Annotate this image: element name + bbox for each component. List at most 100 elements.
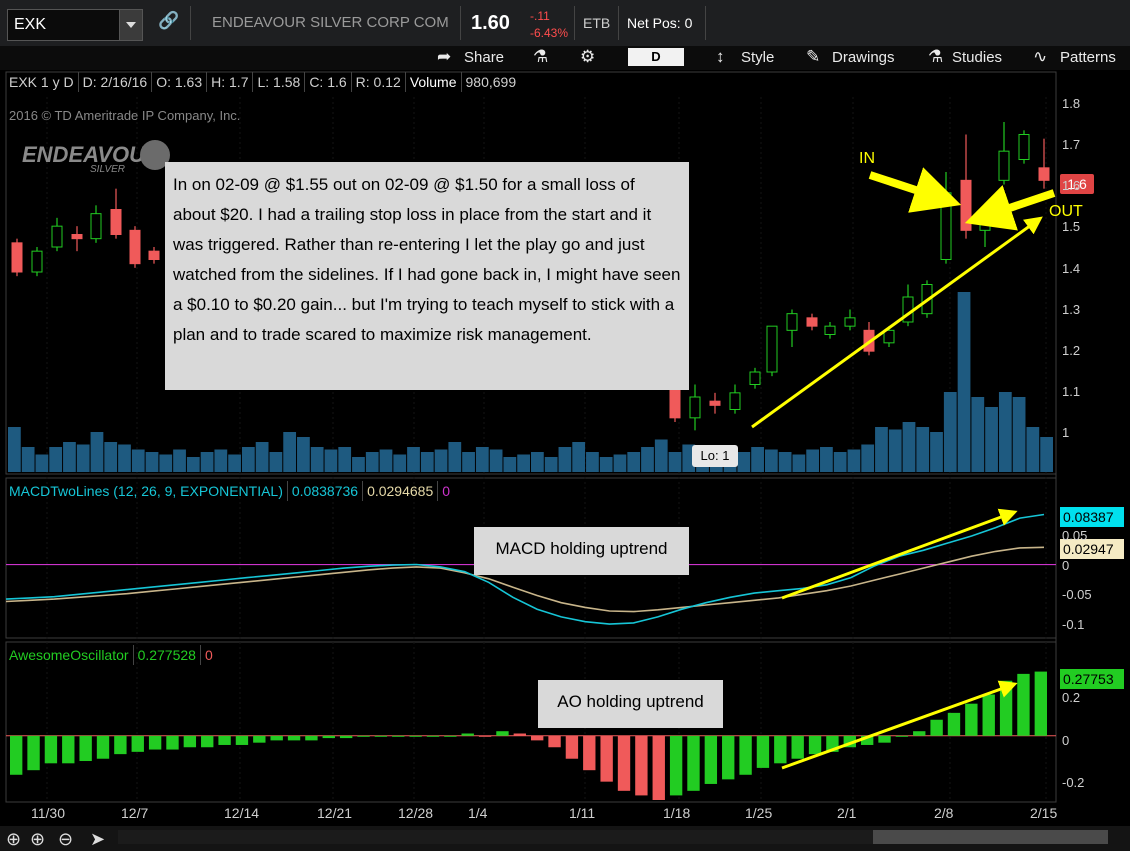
zoom-in-icon[interactable]: ⊕ [30, 829, 46, 849]
divider [705, 6, 706, 40]
volume-bar [737, 452, 751, 472]
flask-icon[interactable]: ⚗ [533, 47, 549, 66]
price-tick: 1.2 [1062, 342, 1081, 358]
ao-bar [44, 735, 58, 764]
volume-bar [338, 447, 352, 472]
candle-body [90, 213, 102, 240]
volume-bar [916, 427, 930, 472]
macd-value: 0.0838736 [288, 481, 364, 501]
crosshair-icon[interactable]: ⊕ [6, 829, 22, 849]
divider [618, 6, 619, 40]
link-icon[interactable]: 🔗 [158, 11, 180, 30]
macd-avg-value: 0.0294685 [363, 481, 439, 501]
aggregation-selector[interactable]: D [628, 48, 684, 66]
ao-bar [1034, 671, 1047, 736]
volume-bar [448, 442, 462, 472]
date-tick: 1/18 [663, 805, 691, 821]
volume-bar [63, 442, 76, 472]
ao-bar [426, 735, 440, 737]
volume-bar [186, 457, 200, 472]
scrollbar-thumb[interactable] [873, 830, 1108, 844]
candle-body [71, 234, 83, 240]
volume-bar [751, 447, 764, 472]
style-icon[interactable]: ↕ [716, 47, 725, 66]
macd-value-tag: 0.08387 [1060, 507, 1124, 527]
ao-bar [669, 735, 683, 796]
volume-bar [145, 452, 159, 472]
volume-bar [228, 454, 241, 472]
chart-label[interactable]: EXK 1 y D [5, 72, 79, 92]
volume-bar [599, 457, 613, 472]
volume-bar [902, 422, 916, 472]
price-trend-arrow [751, 216, 1043, 429]
gear-icon[interactable]: ⚙ [580, 47, 596, 66]
chevron-down-icon[interactable] [119, 10, 142, 40]
candle-body [766, 325, 778, 373]
ao-diff-value: 0 [204, 647, 213, 663]
ao-bar [739, 735, 752, 775]
macd-trend-arrow [781, 508, 1018, 600]
symbol-input[interactable]: EXK [14, 16, 47, 33]
macd-title[interactable]: MACDTwoLines (12, 26, 9, EXPONENTIAL) [5, 481, 288, 501]
price-tick: 1.3 [1062, 301, 1081, 317]
ao-bar [79, 735, 92, 762]
patterns-menu[interactable]: Patterns [1060, 49, 1116, 66]
share-icon[interactable]: ➦ [437, 47, 452, 66]
candle-body [148, 250, 160, 261]
chart-scrollbar[interactable] [118, 830, 1108, 844]
ao-bar [600, 735, 613, 782]
ao-bar [617, 735, 631, 791]
share-button[interactable]: Share [464, 49, 505, 66]
ao-value-tag: 0.27753 [1060, 669, 1124, 689]
quote-header: EXK 🔗 ENDEAVOUR SILVER CORP COM 1.60 -.1… [0, 0, 1130, 47]
patterns-icon[interactable]: ∿ [1033, 47, 1048, 66]
candle-body [824, 325, 836, 335]
volume-bar [379, 449, 393, 472]
ao-bar [166, 735, 179, 750]
symbol-selector[interactable]: EXK [7, 9, 143, 41]
pencil-icon[interactable]: ✎ [806, 47, 821, 66]
close-value: C: 1.6 [305, 72, 352, 92]
macd-note: MACD holding uptrend [474, 527, 689, 575]
volume-bar [173, 449, 186, 472]
date-tick: 11/30 [31, 805, 65, 821]
studies-menu[interactable]: Studies [952, 49, 1003, 66]
pointer-icon[interactable]: ➤ [90, 829, 106, 849]
volume-bar [76, 444, 90, 472]
candle-body [110, 209, 122, 235]
candle-body [749, 371, 761, 385]
studies-icon[interactable]: ⚗ [928, 47, 944, 66]
ao-bar [253, 735, 266, 743]
volume-bar [668, 452, 682, 472]
high-value: H: 1.7 [207, 72, 254, 92]
divider [460, 6, 461, 40]
candle-body [11, 242, 23, 273]
volume-bar [641, 447, 654, 472]
ao-title[interactable]: AwesomeOscillator [5, 645, 134, 665]
last-price: 1.60 [471, 12, 510, 34]
drawings-menu[interactable]: Drawings [832, 49, 895, 66]
ao-tick: 0 [1062, 732, 1070, 748]
volume-bar [1040, 437, 1053, 472]
ao-bar [62, 735, 75, 764]
in-arrow [868, 167, 962, 213]
volume-bar [462, 452, 475, 472]
volume-bar [613, 454, 627, 472]
ao-bar [478, 735, 492, 737]
macd-tick: 0.05 [1062, 528, 1088, 543]
candle-body [806, 317, 818, 327]
date-tick: 2/8 [934, 805, 954, 821]
volume-bar [365, 452, 379, 472]
ao-bar [409, 735, 422, 737]
zoom-out-icon[interactable]: ⊖ [58, 829, 74, 849]
volume-bar [586, 452, 599, 472]
volume-bar [764, 449, 778, 472]
candle-body [729, 392, 741, 411]
style-menu[interactable]: Style [741, 49, 775, 66]
volume-bar [49, 447, 63, 472]
volume-bar [820, 447, 833, 472]
volume-bar [792, 454, 806, 472]
company-logo: ENDEAVOUR [22, 142, 161, 167]
volume-bar [806, 449, 820, 472]
ao-bar [947, 712, 961, 736]
